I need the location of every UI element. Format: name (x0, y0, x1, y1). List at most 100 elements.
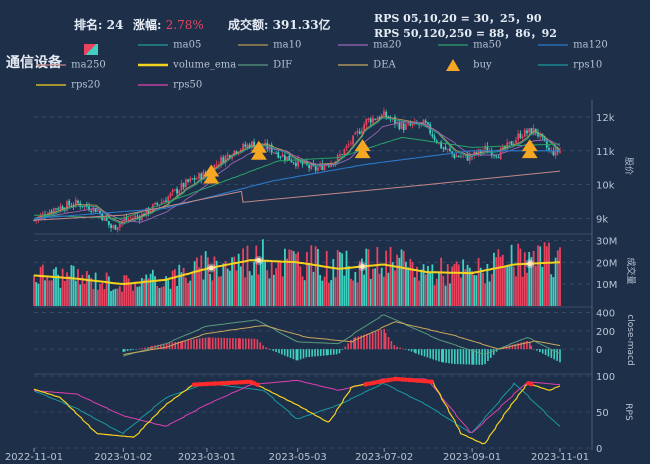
candle-body (246, 144, 249, 147)
candle-body (440, 141, 443, 149)
candle-body (184, 179, 187, 188)
legend-item-ma50[interactable]: ma50 (436, 39, 501, 51)
volume-bar (303, 280, 306, 306)
volume-bar (486, 263, 489, 306)
macd-histogram-bar (353, 338, 355, 350)
macd-histogram-bar (144, 347, 146, 350)
macd-histogram-bar (314, 349, 316, 357)
legend-item-rps20[interactable]: rps20 (34, 79, 100, 91)
volume-bar (66, 272, 68, 306)
macd-histogram-bar (332, 349, 335, 355)
macd-histogram-bar (547, 349, 550, 357)
legend-item-ma10[interactable]: ma10 (236, 39, 301, 51)
legend-item-volume_ema[interactable]: volume_ema (136, 59, 236, 71)
volume-bar (310, 245, 313, 306)
macd-histogram-bar (481, 349, 483, 365)
volume-bar (231, 257, 233, 306)
macd-histogram-bar (484, 349, 486, 365)
legend-item-ma05[interactable]: ma05 (136, 39, 201, 51)
macd-histogram-bar (390, 341, 393, 350)
volume-bar (376, 246, 379, 306)
macd-histogram-bar (429, 349, 432, 359)
volume-bar (147, 278, 150, 306)
legend-item-DIF[interactable]: DIF (236, 59, 292, 71)
candle-body (226, 154, 229, 157)
legend-item-ma120[interactable]: ma120 (536, 39, 608, 51)
volume-bar (499, 256, 502, 306)
volume-bar (497, 249, 500, 306)
candle-body (200, 173, 203, 180)
volume-bar (167, 280, 170, 306)
candle-body (308, 165, 311, 169)
macd-histogram-bar (442, 349, 445, 363)
candle-body (405, 124, 407, 130)
candle-body (367, 118, 370, 121)
x-tick-label: 2023-09-01 (443, 452, 501, 463)
volume-bar (74, 280, 77, 306)
legend-item-ma250[interactable]: ma250 (34, 59, 106, 71)
legend-label: rps10 (570, 59, 603, 71)
macd-histogram-bar (468, 349, 471, 365)
macd-histogram-bar (377, 330, 380, 350)
macd-histogram-bar (544, 349, 547, 356)
price-tick-label: 9k (596, 214, 608, 225)
candle-body (559, 150, 561, 153)
candle-body (145, 208, 148, 217)
dea-line (123, 321, 561, 356)
volume-bar (189, 280, 192, 306)
volume-bar (431, 264, 434, 306)
volume-bar (283, 248, 286, 306)
macd-histogram-bar (553, 349, 556, 360)
rps-tick-label: 50 (596, 408, 609, 419)
legend-item-rps10[interactable]: rps10 (536, 59, 602, 71)
volume-signal-dot (360, 264, 366, 270)
volume-bar (548, 242, 550, 306)
candle-body (187, 179, 189, 182)
macd-histogram-bar (487, 349, 489, 361)
macd-histogram-bar (550, 349, 553, 358)
legend-item-DEA[interactable]: DEA (336, 59, 396, 71)
volume-bar (407, 267, 410, 306)
candle-body (442, 147, 445, 149)
macd-histogram-bar (265, 347, 267, 350)
volume-bar (409, 258, 412, 306)
volume-bar (550, 274, 553, 306)
macd-histogram-bar (217, 337, 220, 350)
candle-body (68, 200, 71, 206)
macd-histogram-bar (454, 349, 456, 365)
volume-bar (449, 283, 451, 306)
candle-body (490, 150, 493, 156)
volume-bar (435, 278, 438, 306)
legend-item-rps50[interactable]: rps50 (136, 79, 202, 91)
buy-signal-marker (203, 164, 220, 177)
volume-bar (88, 274, 90, 306)
candle-body (165, 200, 167, 202)
candle-body (149, 210, 152, 213)
candle-body (517, 133, 520, 140)
volume-bar (482, 272, 484, 306)
candle-body (129, 217, 132, 219)
macd-histogram-bar (387, 337, 390, 350)
macd-tick-label: 400 (596, 309, 615, 320)
legend-item-buy[interactable]: buy (436, 59, 492, 71)
candle-body (484, 146, 487, 150)
rps-strength-marker (429, 379, 434, 384)
macd-histogram-bar (259, 342, 262, 350)
volume-bar (63, 281, 66, 306)
volume-bar (134, 282, 137, 306)
volume-bar (39, 266, 42, 306)
volume-bar (323, 276, 326, 306)
volume-bar (169, 288, 172, 306)
volume-bar (519, 248, 522, 306)
macd-histogram-bar (138, 348, 140, 350)
candle-body (61, 206, 64, 210)
volume-bar (394, 270, 396, 306)
candle-body (343, 148, 346, 155)
rank-value: 24 (106, 18, 124, 32)
macd-histogram-bar (229, 338, 231, 350)
candle-body (409, 123, 412, 126)
macd-histogram-bar (495, 349, 498, 352)
volume-bar (277, 261, 280, 306)
volume-bar (281, 276, 284, 306)
legend-item-ma20[interactable]: ma20 (336, 39, 401, 51)
